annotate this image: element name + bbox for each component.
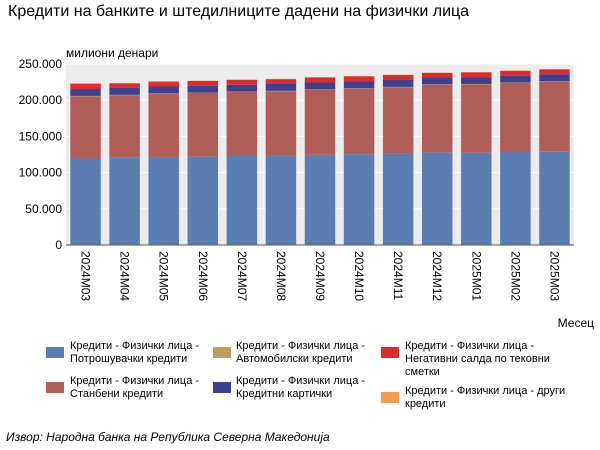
x-tick-label: 2024M03 [79, 251, 93, 301]
bar-segment [343, 76, 375, 82]
legend-label: Кредити - Физички лица - Негативни салда… [405, 340, 550, 378]
bar-segment [148, 86, 179, 94]
bar-segment [226, 84, 258, 92]
bar-segment [109, 87, 140, 95]
bar-segment [187, 81, 219, 86]
x-tick-label: 2025M02 [508, 251, 522, 301]
bar-segment [500, 82, 531, 152]
bar-segment [539, 151, 570, 245]
legend-swatch [213, 347, 231, 358]
bar-segment [109, 157, 140, 245]
y-axis-label: милиони денари [66, 46, 158, 60]
x-tick-label: 2024M06 [196, 251, 210, 301]
bar-segment [226, 155, 258, 245]
x-tick-label: 2024M05 [157, 251, 171, 301]
x-tick-label: 2024M09 [313, 251, 327, 301]
bar-segment [421, 72, 453, 78]
legend-swatch [381, 347, 399, 358]
bar-segment [304, 89, 336, 155]
chart-title: Кредити на банките и штедилниците дадени… [8, 3, 470, 20]
legend-label: Кредити - Физички лица - други кредити [405, 385, 566, 410]
bar-segment [500, 151, 531, 245]
stacked-bar-chart: 0 50.000 100.000 150.000 200.000 250.000милио… [19, 46, 595, 330]
bar-segment [187, 92, 219, 157]
bar-segment [461, 84, 492, 153]
legend-label: Кредити - Физички лица - Станбени кредит… [70, 375, 200, 400]
source-note: Извор: Народна банка на Република Северн… [6, 430, 330, 444]
bar-segment [148, 81, 179, 87]
bar-segment [461, 152, 492, 245]
bar-segment [70, 89, 101, 96]
bar-segment [187, 156, 219, 245]
bar-segment [70, 96, 101, 159]
legend-swatch [46, 347, 64, 358]
legend-label: Кредити - Физички лица - Потрошувачки кр… [70, 340, 200, 365]
bar-segment [382, 80, 414, 87]
bar-segment [500, 70, 531, 76]
x-tick-label: 2025M01 [469, 251, 483, 301]
bar-segment [226, 91, 258, 156]
bar-segment [304, 77, 336, 83]
bar-segment [109, 83, 140, 88]
legend-swatch [46, 382, 64, 393]
x-axis-label: Месец [558, 316, 594, 330]
bar-segment [343, 154, 375, 245]
bar-segment [187, 85, 219, 93]
bar-segment [148, 93, 179, 158]
bar-segment [70, 158, 101, 245]
bar-segment [343, 88, 375, 155]
x-tick-label: 2024M08 [274, 251, 288, 301]
bar-segment [539, 74, 570, 82]
bar-segment [70, 83, 101, 90]
bar-segment [265, 83, 297, 91]
bar-segment [421, 84, 453, 153]
legend-label: Кредити - Физички лица - Автомобилски кр… [236, 340, 366, 365]
y-tick-label: 100.000 [19, 166, 63, 180]
y-tick-label: 250.000 [19, 57, 63, 71]
bar-segment [421, 77, 453, 85]
bar-segment [382, 87, 414, 154]
x-tick-label: 2025M03 [547, 251, 561, 301]
bar-segment [382, 75, 414, 81]
y-tick-label: 50.000 [25, 202, 62, 216]
bar-segment [421, 152, 453, 245]
legend-label: Кредити - Физички лица - Кредитни картич… [236, 375, 366, 400]
bar-segment [500, 75, 531, 83]
bar-segment [539, 69, 570, 75]
legend-swatch [381, 392, 399, 403]
x-tick-label: 2024M11 [391, 251, 405, 300]
y-tick-label: 200.000 [19, 93, 63, 107]
bar-segment [109, 95, 140, 158]
bar-segment [70, 83, 101, 84]
bar-segment [461, 72, 492, 78]
x-tick-label: 2024M04 [118, 251, 132, 301]
x-tick-label: 2024M12 [430, 251, 444, 301]
bar-segment [226, 79, 258, 85]
x-tick-label: 2024M10 [352, 251, 366, 301]
bar-segment [265, 79, 297, 84]
bar-segment [304, 82, 336, 90]
bar-segment [382, 153, 414, 245]
x-tick-label: 2024M07 [235, 251, 249, 301]
y-tick-label: 0 [55, 238, 62, 252]
bar-segment [461, 77, 492, 84]
bar-segment [265, 91, 297, 156]
bar-segment [265, 155, 297, 245]
bar-segment [539, 81, 570, 152]
legend-swatch [213, 382, 231, 393]
bar-segment [343, 81, 375, 89]
bar-segment [304, 154, 336, 245]
bar-segment [148, 157, 179, 245]
y-tick-label: 150.000 [19, 129, 63, 143]
